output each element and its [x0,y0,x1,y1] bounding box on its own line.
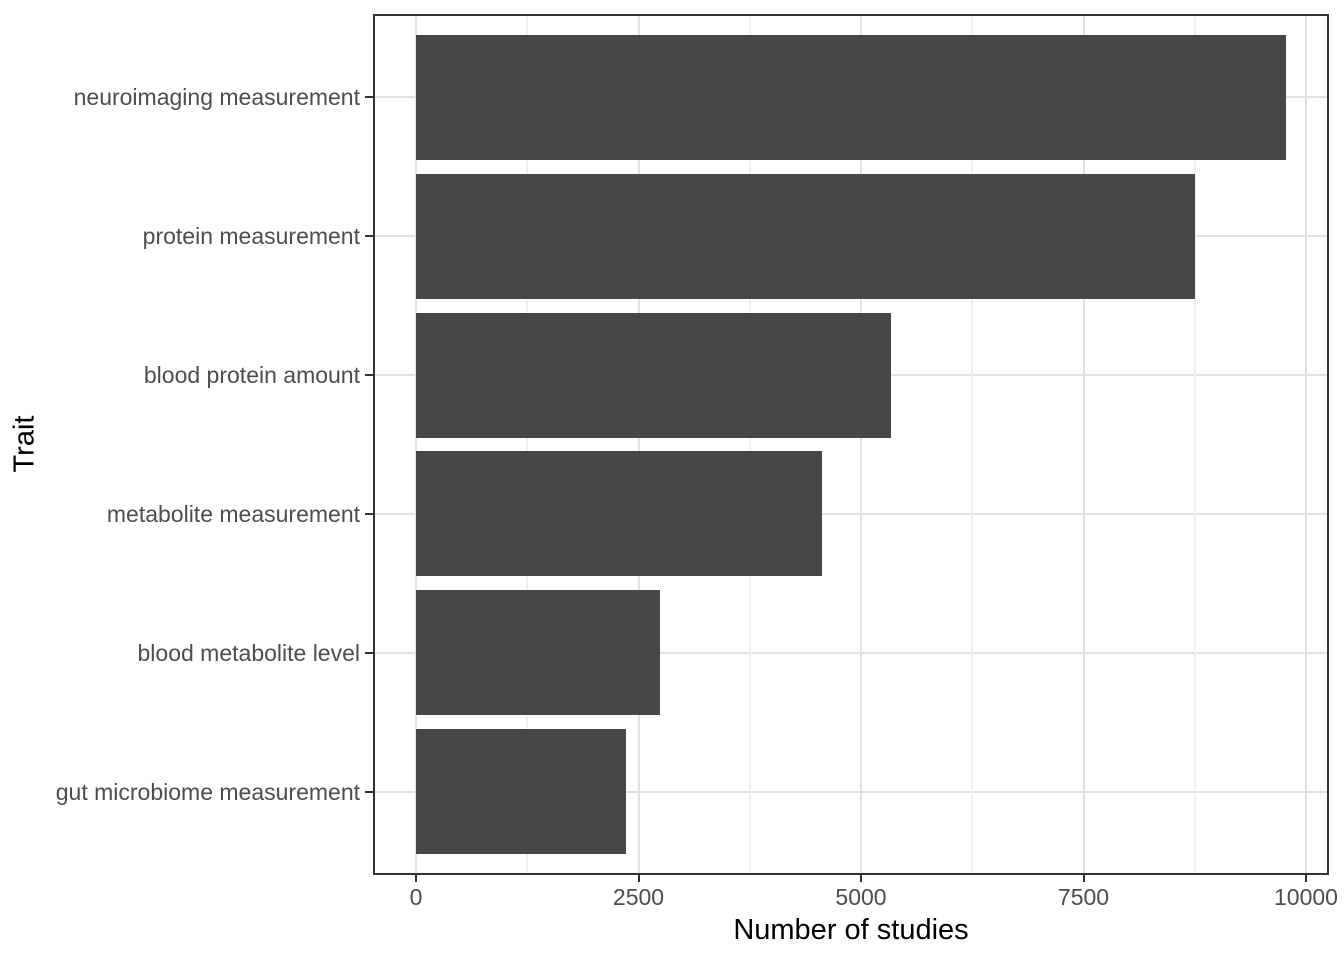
y-tick-label: protein measurement [142,223,360,250]
plot-panel [373,14,1329,875]
x-tick-mark [1305,875,1307,882]
x-tick-mark [415,875,417,882]
y-tick-label: metabolite measurement [106,500,360,527]
gridline-horizontal-major [373,512,1329,515]
x-tick-mark [860,875,862,882]
bar [416,590,660,716]
gridline-vertical-major [637,14,640,875]
y-tick-mark [365,374,373,377]
x-tick-label: 2500 [612,884,665,910]
y-tick-mark [365,96,373,99]
gridline-vertical-minor [971,14,974,875]
x-tick-label: 0 [409,884,423,910]
bar [416,34,1287,160]
x-axis-title: Number of studies [733,914,969,946]
gridline-vertical-minor [748,14,751,875]
x-tick-label: 10000 [1274,884,1338,910]
gridline-horizontal-major [373,790,1329,793]
x-tick-mark [637,875,640,882]
gridline-vertical-minor [1193,14,1196,875]
gridline-vertical-major [415,14,417,875]
y-tick-mark [365,512,373,515]
gridline-vertical-major [1305,14,1307,875]
gridline-vertical-minor [526,14,529,875]
y-tick-label: gut microbiome measurement [55,778,360,805]
y-tick-mark [365,235,373,238]
y-tick-label: blood protein amount [143,362,360,389]
x-tick-mark [1082,875,1085,882]
y-axis-title: Trait [8,415,41,473]
x-tick-label: 5000 [835,884,887,910]
gridline-horizontal-major [373,651,1329,654]
y-tick-label: blood metabolite level [137,639,360,666]
gridline-vertical-major [1082,14,1085,875]
x-tick-label: 7500 [1057,884,1110,910]
bar [416,451,822,577]
bar [416,173,1195,299]
y-tick-mark [365,651,373,654]
gridline-vertical-major [860,14,862,875]
bar [416,729,627,855]
bar [416,312,892,438]
y-tick-mark [365,790,373,793]
y-tick-label: neuroimaging measurement [73,84,360,111]
